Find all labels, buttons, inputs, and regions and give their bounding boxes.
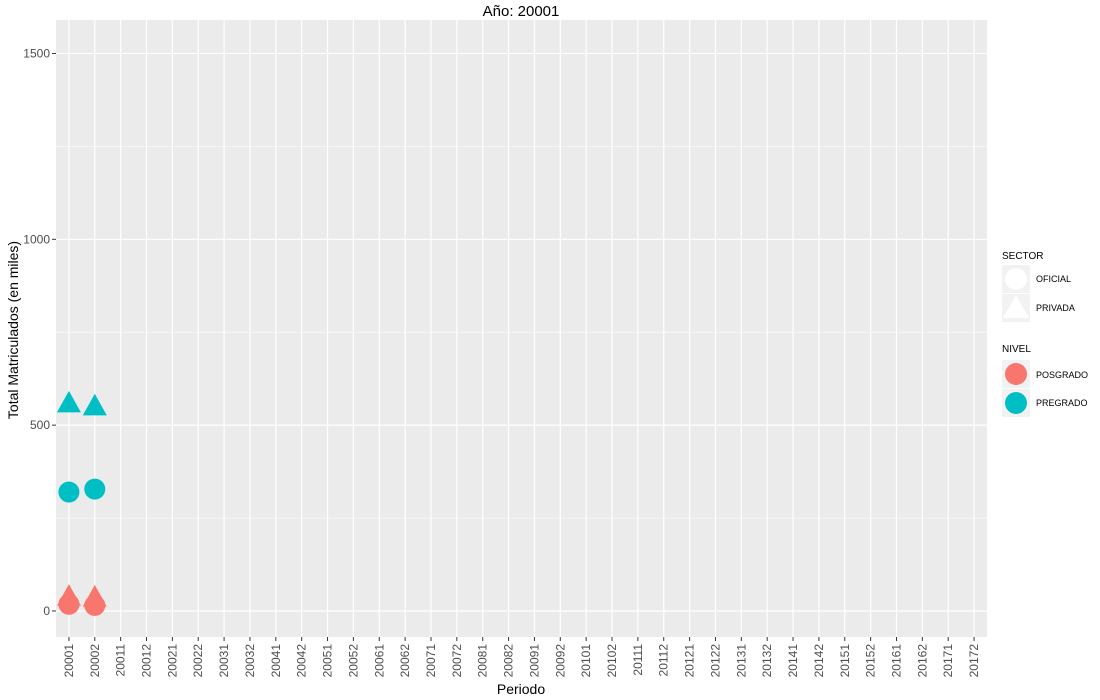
x-tick-label: 20152 xyxy=(864,644,878,678)
x-tick-label: 20011 xyxy=(114,644,128,677)
x-tick-label: 20121 xyxy=(683,644,697,678)
data-points xyxy=(56,390,107,616)
x-tick-label: 20061 xyxy=(372,644,386,678)
data-point-triangle xyxy=(82,393,107,416)
x-tick-label: 20041 xyxy=(269,644,283,678)
y-tick-label: 1000 xyxy=(23,232,50,246)
x-tick-label: 20012 xyxy=(140,644,154,678)
legend-label-oficial: OFICIAL xyxy=(1036,274,1071,284)
x-tick-label: 20102 xyxy=(605,644,619,678)
x-tick-label: 20112 xyxy=(657,644,671,677)
legend-label-pregrado: PREGRADO xyxy=(1036,398,1088,408)
x-tick-label: 20162 xyxy=(915,644,929,678)
x-tick-label: 20141 xyxy=(786,644,800,678)
x-axis-title: Periodo xyxy=(497,681,545,697)
y-tick-label: 0 xyxy=(43,604,50,618)
data-point-triangle xyxy=(82,584,107,607)
y-tick-label: 500 xyxy=(30,418,50,432)
data-point-circle xyxy=(58,481,80,503)
x-tick-label: 20151 xyxy=(838,644,852,678)
x-tick-label: 20001 xyxy=(62,644,76,678)
legend-nivel: NIVEL POSGRADO PREGRADO xyxy=(1002,344,1088,417)
x-tick-label: 20082 xyxy=(502,644,516,678)
plot-panel xyxy=(56,20,987,637)
x-tick-label: 20092 xyxy=(553,644,567,678)
x-tick-label: 20122 xyxy=(708,644,722,678)
legend-pregrado-swatch xyxy=(1005,392,1027,414)
x-tick-label: 20051 xyxy=(321,644,335,678)
legend-label-privada: PRIVADA xyxy=(1036,303,1075,313)
legend-label-posgrado: POSGRADO xyxy=(1036,370,1088,380)
x-tick-label: 20062 xyxy=(398,644,412,678)
x-tick-label: 20002 xyxy=(88,644,102,678)
x-tick-label: 20091 xyxy=(527,644,541,678)
x-tick-label: 20072 xyxy=(450,644,464,678)
x-tick-label: 20111 xyxy=(631,644,645,676)
x-tick-label: 20021 xyxy=(165,644,179,678)
y-axis: 0 500 1000 1500 xyxy=(23,46,56,618)
legend-sector: SECTOR OFICIAL PRIVADA xyxy=(1002,251,1075,322)
x-tick-label: 20022 xyxy=(191,644,205,678)
data-point-triangle xyxy=(56,390,81,413)
x-tick-label: 20071 xyxy=(424,644,438,678)
x-tick-label: 20142 xyxy=(812,644,826,678)
grid-lines xyxy=(56,20,987,637)
data-point-triangle xyxy=(56,584,81,606)
x-tick-label: 20081 xyxy=(476,644,490,678)
x-tick-label: 20042 xyxy=(295,644,309,678)
x-tick-label: 20161 xyxy=(889,644,903,678)
x-tick-label: 20052 xyxy=(346,644,360,678)
x-tick-label: 20101 xyxy=(579,644,593,678)
x-axis: 20001 20002 20011 20012 20021 20022 20031 20032… xyxy=(62,637,981,677)
circle-icon xyxy=(1005,268,1027,290)
x-tick-label: 20172 xyxy=(967,644,981,678)
data-point-circle xyxy=(84,478,106,500)
legend-nivel-title: NIVEL xyxy=(1002,344,1031,355)
chart-title: Año: 20001 xyxy=(483,3,560,20)
x-tick-label: 20032 xyxy=(243,644,257,678)
x-tick-label: 20171 xyxy=(941,644,955,678)
x-tick-label: 20131 xyxy=(734,644,748,678)
x-tick-label: 20031 xyxy=(217,644,231,678)
y-axis-title: Total Matriculados (en miles) xyxy=(5,241,21,419)
x-tick-label: 20132 xyxy=(760,644,774,678)
triangle-icon xyxy=(1003,295,1029,318)
legend-sector-title: SECTOR xyxy=(1002,251,1044,262)
y-tick-label: 1500 xyxy=(23,46,50,60)
legend-posgrado-swatch xyxy=(1005,363,1027,385)
